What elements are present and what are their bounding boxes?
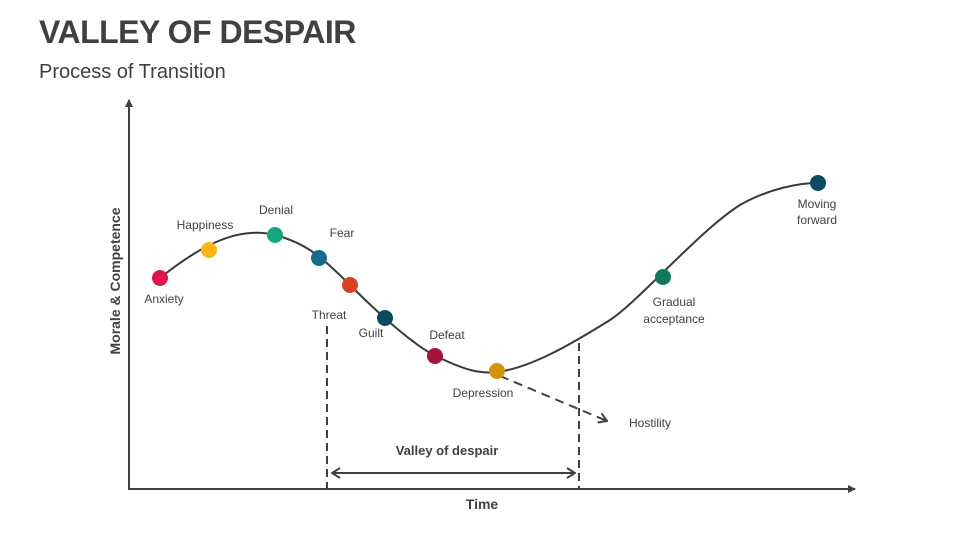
stage-label-gradual-line2: acceptance <box>643 312 705 326</box>
stage-label-depression: Depression <box>453 386 514 400</box>
stage-dot-fear <box>311 250 327 266</box>
stage-dot-denial <box>267 227 283 243</box>
hostility-label: Hostility <box>629 416 671 430</box>
stage-label-threat: Threat <box>312 308 347 322</box>
page-subtitle: Process of Transition <box>39 61 226 83</box>
stage-dot-moving-forward <box>810 175 826 191</box>
stage-label-happiness: Happiness <box>177 218 234 232</box>
stage-label-denial: Denial <box>259 203 293 217</box>
stage-dot-anxiety <box>152 270 168 286</box>
stage-dot-depression <box>489 363 505 379</box>
stage-label-moving-line2: forward <box>797 213 837 227</box>
stage-dot-gradual-acceptance <box>655 269 671 285</box>
stage-label-gradual-line1: Gradual <box>653 295 696 309</box>
stage-dot-guilt <box>377 310 393 326</box>
valley-label: Valley of despair <box>396 443 499 458</box>
y-axis-label: Morale & Competence <box>107 207 123 354</box>
stage-dot-threat <box>342 277 358 293</box>
stage-label-anxiety: Anxiety <box>144 292 183 306</box>
stage-label-moving-line1: Moving <box>798 197 837 211</box>
stage-label-fear: Fear <box>330 226 355 240</box>
hostility-branch-arrow <box>499 375 607 421</box>
stage-label-guilt: Guilt <box>359 326 384 340</box>
stage-dot-happiness <box>201 242 217 258</box>
x-axis-label: Time <box>466 496 499 512</box>
page-title: VALLEY OF DESPAIR <box>39 14 356 50</box>
stage-label-defeat: Defeat <box>429 328 465 342</box>
stage-dot-defeat <box>427 348 443 364</box>
